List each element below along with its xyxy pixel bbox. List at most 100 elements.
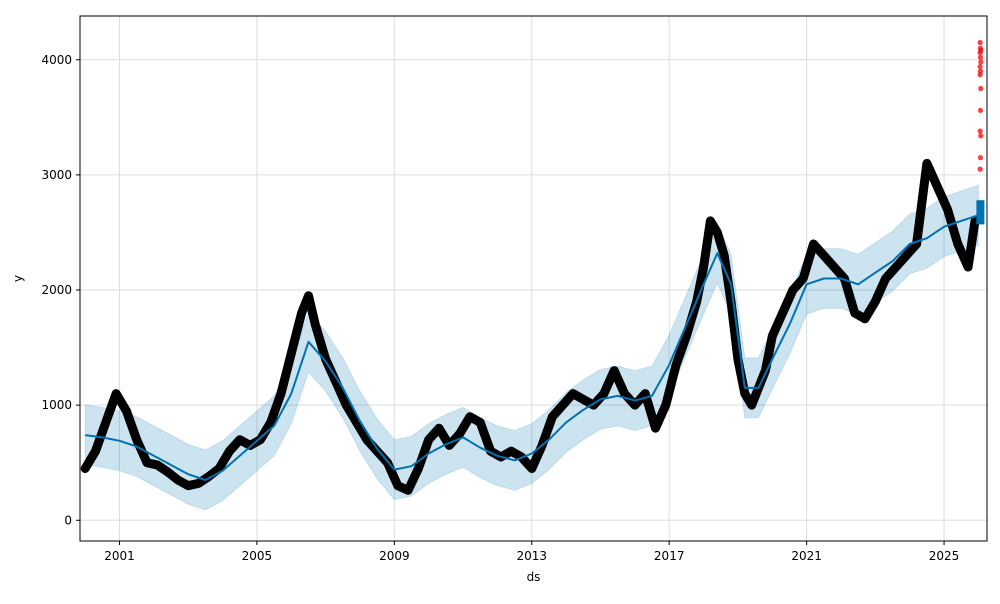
observed-point <box>113 390 120 397</box>
observed-point <box>642 390 649 397</box>
observed-point <box>549 413 556 420</box>
outlier-point <box>977 50 983 56</box>
observed-point <box>174 476 181 483</box>
outlier-point <box>977 54 984 61</box>
observed-point <box>683 333 690 340</box>
x-tick-label: 2013 <box>517 549 548 563</box>
observed-point <box>800 275 807 282</box>
observed-point <box>508 448 515 455</box>
observed-point <box>923 160 930 167</box>
observed-point <box>903 252 910 259</box>
observed-point <box>611 367 618 374</box>
observed-point <box>216 465 223 472</box>
observed-point <box>195 480 202 487</box>
observed-point <box>528 465 535 472</box>
observed-point <box>741 390 748 397</box>
observed-point <box>882 275 889 282</box>
observed-point <box>965 263 972 270</box>
outlier-point <box>978 85 984 92</box>
observed-point <box>343 402 350 409</box>
observed-point <box>662 402 669 409</box>
observed-point <box>714 229 721 236</box>
outlier-point <box>977 39 983 46</box>
observed-point <box>415 465 422 472</box>
outlier-point <box>978 59 984 65</box>
forecast-horizon-block <box>976 200 985 225</box>
observed-point <box>102 419 109 426</box>
observed-point <box>236 436 243 443</box>
observed-point <box>862 315 869 322</box>
observed-point <box>820 252 827 259</box>
observed-point <box>394 482 401 489</box>
y-tick-label: 0 <box>64 513 72 527</box>
observed-point <box>277 390 284 397</box>
observed-point <box>769 333 776 340</box>
observed-point <box>559 402 566 409</box>
observed-point <box>707 217 714 224</box>
observed-point <box>748 402 755 409</box>
observed-point <box>570 390 577 397</box>
observed-point <box>436 425 443 432</box>
observed-point <box>363 436 370 443</box>
observed-point <box>892 263 899 270</box>
plot-frame <box>79 15 988 542</box>
x-tick-label: 2025 <box>929 549 960 563</box>
x-tick-label: 2009 <box>379 549 410 563</box>
observed-points-layer <box>80 158 980 495</box>
observed-point <box>405 487 412 494</box>
observed-point <box>92 448 99 455</box>
outlier-point <box>977 72 983 78</box>
x-axis-label: ds <box>527 570 541 584</box>
observed-point <box>652 425 659 432</box>
forecast-line-layer <box>85 200 985 481</box>
y-tick-label: 2000 <box>41 283 72 297</box>
observed-point <box>267 419 274 426</box>
outlier-point <box>977 166 983 172</box>
observed-point <box>185 482 192 489</box>
x-ticks: 2001 2005 2009 2013 2017 2021 2025 <box>104 541 959 563</box>
observed-point <box>721 252 728 259</box>
y-axis-label: y <box>11 275 25 282</box>
observed-point <box>305 292 312 299</box>
observed-point <box>944 206 951 213</box>
observed-point <box>631 402 638 409</box>
observed-point <box>466 413 473 420</box>
x-tick-label: 2021 <box>791 549 822 563</box>
observed-point <box>133 436 140 443</box>
observed-point <box>312 321 319 328</box>
outlier-point <box>978 133 984 139</box>
observed-point <box>600 390 607 397</box>
observed-point <box>226 448 233 455</box>
outlier-points-layer <box>977 39 984 172</box>
y-tick-label: 4000 <box>41 53 72 67</box>
observed-point <box>954 240 961 247</box>
observed-point <box>934 183 941 190</box>
observed-point <box>779 310 786 317</box>
observed-point <box>789 287 796 294</box>
forecast-line <box>85 214 979 481</box>
observed-point <box>810 240 817 247</box>
observed-point <box>82 465 89 472</box>
y-ticks: 0 1000 2000 3000 4000 <box>41 53 80 527</box>
observed-point <box>425 436 432 443</box>
outlier-point <box>977 107 984 114</box>
observed-point <box>831 263 838 270</box>
observed-point <box>621 390 628 397</box>
observed-point <box>154 462 161 469</box>
y-tick-label: 1000 <box>41 398 72 412</box>
observed-point <box>288 350 295 357</box>
observed-point <box>353 419 360 426</box>
observed-point <box>456 430 463 437</box>
observed-point <box>143 459 150 466</box>
observed-point <box>734 356 741 363</box>
observed-point <box>700 263 707 270</box>
observed-point <box>477 419 484 426</box>
outlier-point <box>977 64 983 70</box>
outlier-point <box>977 155 984 161</box>
observed-point <box>123 407 130 414</box>
outlier-point <box>977 128 983 134</box>
y-tick-label: 3000 <box>41 168 72 182</box>
observed-point <box>164 468 171 475</box>
